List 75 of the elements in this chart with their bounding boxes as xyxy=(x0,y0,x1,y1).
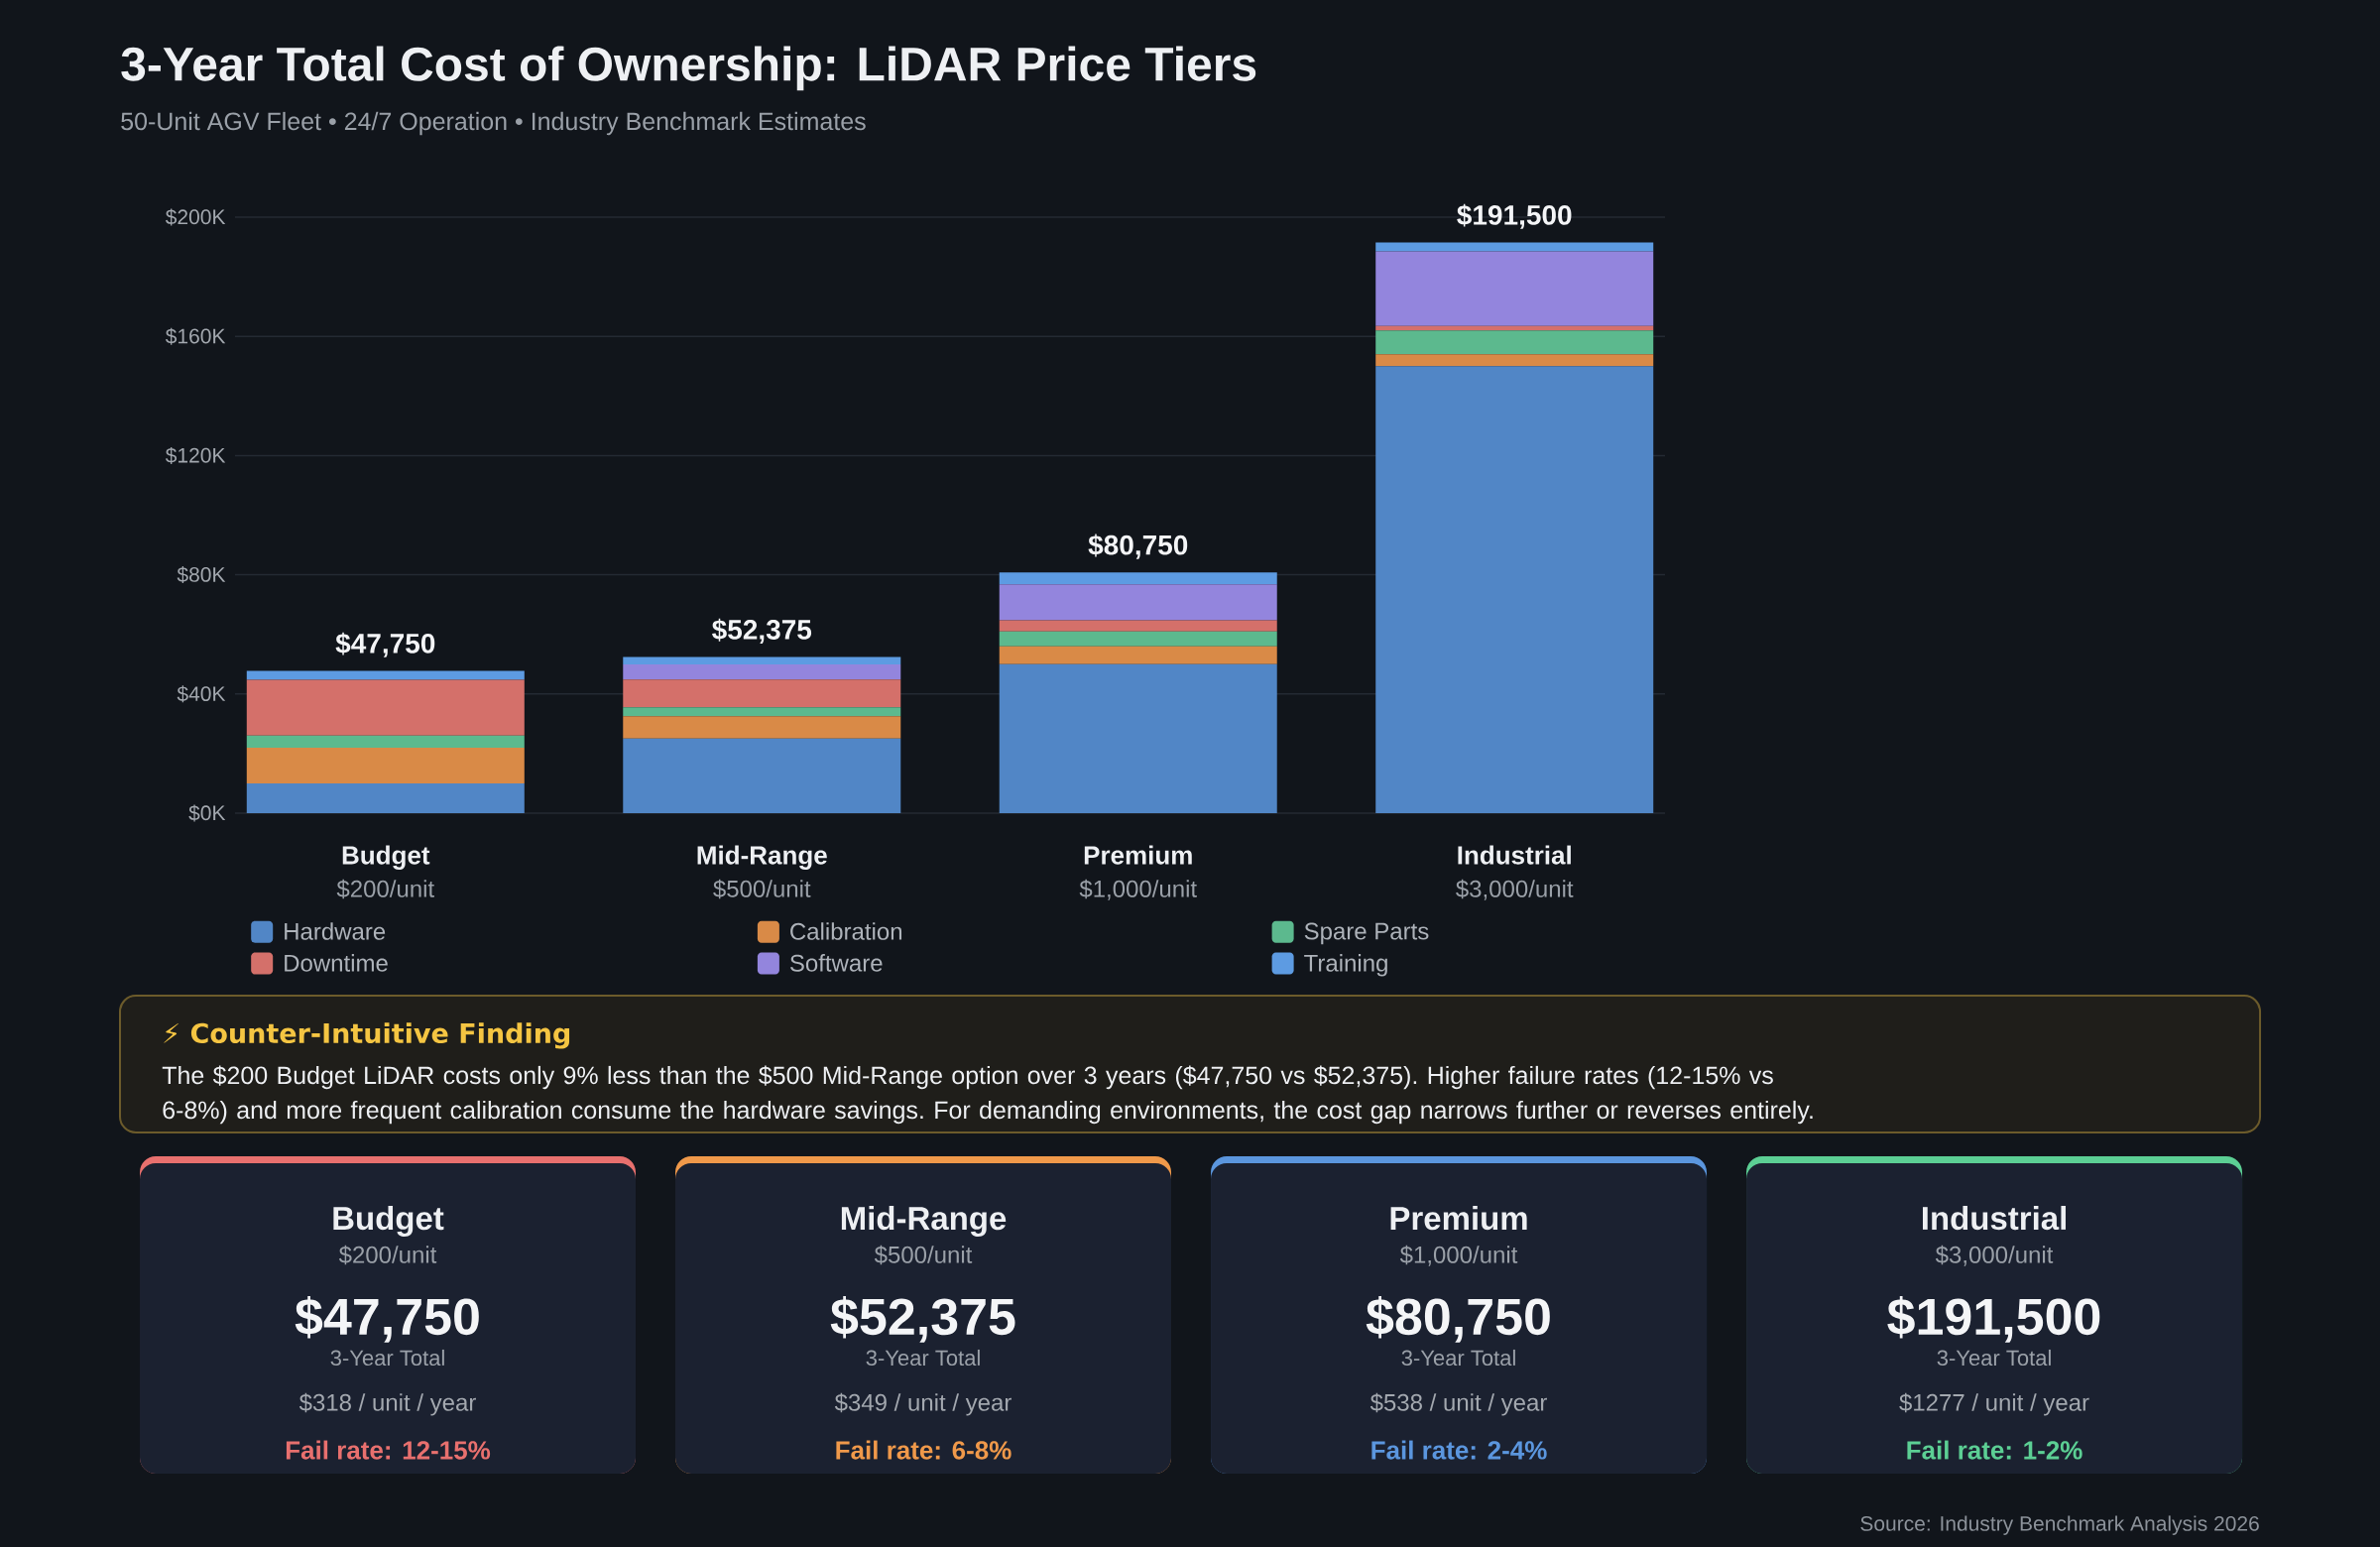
bar xyxy=(999,620,1277,632)
chart-title: 3-Year Total Cost of Ownership: LiDAR Price Tiers xyxy=(121,46,1256,91)
bar xyxy=(246,735,525,748)
legend-label: Spare Parts xyxy=(1304,922,1429,945)
y-tick-label: $160K xyxy=(165,327,226,345)
x-tick-label: Premium xyxy=(1084,845,1192,865)
text: 3-Year Total xyxy=(330,1349,444,1367)
x-tick-label: Industrial xyxy=(1458,845,1571,865)
text: $200/unit xyxy=(338,1245,437,1265)
bar xyxy=(623,664,901,680)
legend-label: Software xyxy=(789,954,883,972)
bar xyxy=(999,631,1277,647)
text: $191,500 xyxy=(1887,1296,2100,1343)
bar xyxy=(999,584,1277,621)
text: Mid-Range xyxy=(841,1205,1007,1237)
text: $3,000/unit xyxy=(1456,879,1574,900)
bar xyxy=(246,670,525,680)
source-note: Source: Industry Benchmark Analysis 2026 xyxy=(1860,1515,2259,1535)
text: Fail rate: 12-15% xyxy=(286,1440,491,1460)
total-label: $47,750 xyxy=(335,632,435,657)
y-tick-label: $80K xyxy=(177,566,226,584)
legend-label: Training xyxy=(1304,954,1387,977)
text: Fail rate: 1-2% xyxy=(1907,1440,2082,1460)
bar xyxy=(1375,251,1654,326)
bar xyxy=(999,572,1277,585)
legend-label: Hardware xyxy=(285,922,386,940)
text: 3-Year Total xyxy=(1937,1349,2051,1367)
legend-label: Calibration xyxy=(790,922,902,940)
total-label: $52,375 xyxy=(712,618,812,644)
text: 3-Year Total xyxy=(1401,1349,1515,1367)
text: ⚡ Counter-Intuitive Finding xyxy=(164,1022,570,1049)
bar xyxy=(623,679,901,708)
text: Budget xyxy=(333,1205,444,1237)
bar xyxy=(623,707,901,717)
text: $80,750 xyxy=(1366,1296,1550,1343)
bar xyxy=(999,663,1277,813)
text: $200/unit xyxy=(336,879,434,899)
bar xyxy=(1375,354,1654,367)
y-tick-label: $120K xyxy=(165,446,226,464)
chart-subtitle: 50-Unit AGV Fleet • 24/7 Operation • Industry Benchmark Estimates xyxy=(121,111,866,136)
text: The $200 Budget LiDAR costs only 9% less than the $500 Mid-Range option over 3 years ($47,750 vs $52,375). Higher failure rates (12-15% vs 6-8%) and more frequent calibration consume the hardware savings. For demanding environments, the cost gap narrows further or reverses entirely. xyxy=(162,1065,1813,1125)
x-tick-label: Budget xyxy=(342,845,430,870)
text: $3,000/unit xyxy=(1935,1245,2054,1266)
total-label: $80,750 xyxy=(1088,534,1188,559)
text: $52,375 xyxy=(830,1296,1015,1343)
bar xyxy=(246,747,525,783)
text: Premium xyxy=(1390,1205,1527,1231)
bar xyxy=(623,716,901,739)
bar xyxy=(1375,242,1654,252)
text: $500/unit xyxy=(713,879,811,899)
x-tick-label: Mid-Range xyxy=(697,845,827,870)
text: $1,000/unit xyxy=(1399,1245,1518,1266)
text: Fail rate: 6-8% xyxy=(836,1440,1012,1460)
text: $1,000/unit xyxy=(1079,879,1197,900)
text: 3-Year Total xyxy=(866,1349,980,1367)
text: $1277 / unit / year xyxy=(1899,1392,2089,1416)
bar xyxy=(623,738,901,813)
bar xyxy=(246,679,525,736)
y-tick-label: $40K xyxy=(177,685,226,703)
text: $318 / unit / year xyxy=(298,1392,476,1416)
bar xyxy=(1375,330,1654,355)
text: $538 / unit / year xyxy=(1369,1392,1547,1416)
y-tick-label: $200K xyxy=(165,208,226,226)
legend-label: Downtime xyxy=(285,954,388,972)
text: Industrial xyxy=(1922,1205,2066,1231)
y-tick-label: $0K xyxy=(188,804,226,822)
text: $349 / unit / year xyxy=(834,1392,1012,1416)
text: $500/unit xyxy=(874,1245,973,1265)
bar xyxy=(1375,366,1654,813)
text: $47,750 xyxy=(295,1296,479,1343)
bar xyxy=(623,656,901,665)
total-label: $191,500 xyxy=(1457,203,1572,229)
text: Fail rate: 2-4% xyxy=(1371,1440,1547,1460)
bar xyxy=(246,782,525,813)
bar xyxy=(999,646,1277,664)
